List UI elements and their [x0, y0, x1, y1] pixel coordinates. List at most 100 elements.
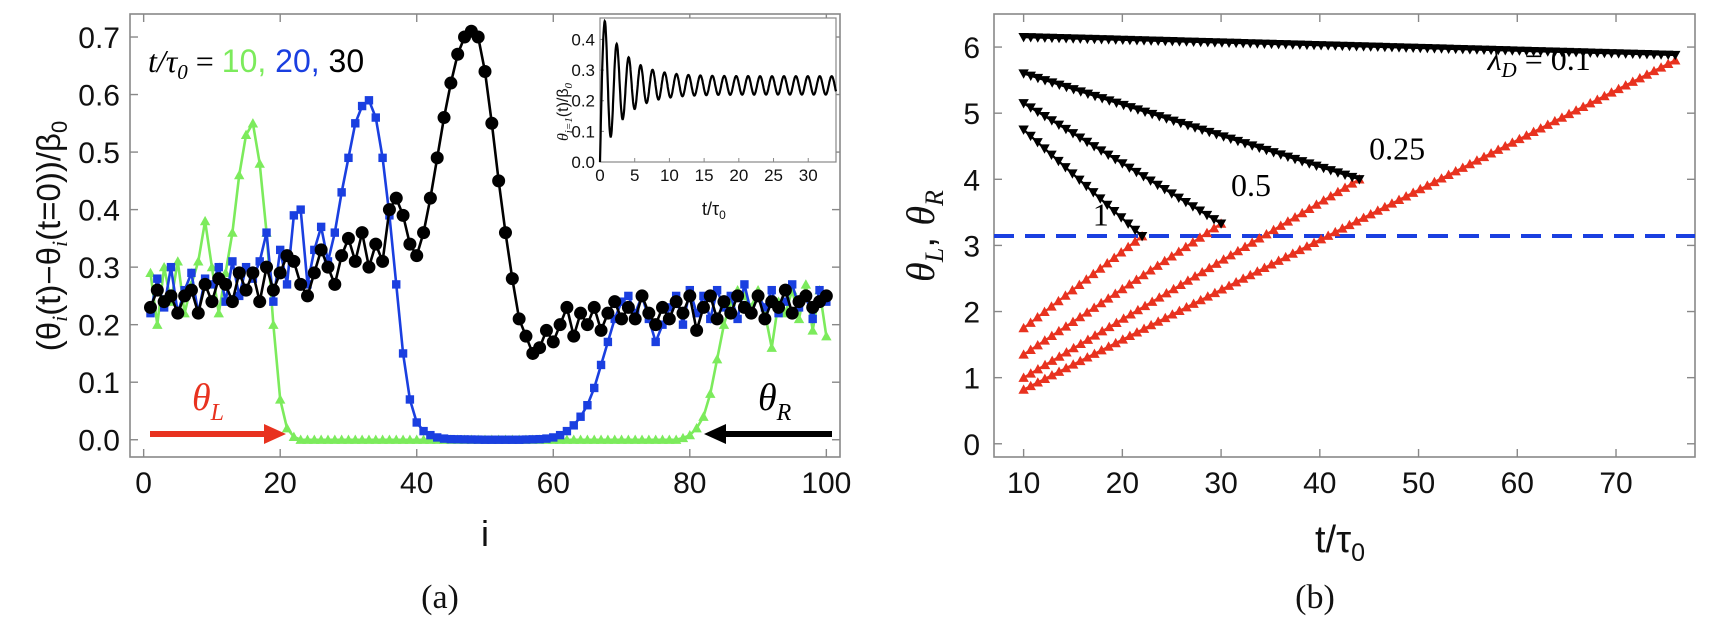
data-point	[1032, 138, 1043, 148]
data-point	[1054, 351, 1065, 361]
data-point	[1670, 50, 1681, 61]
data-point	[508, 435, 517, 444]
data-point	[1273, 39, 1284, 50]
data-point	[1492, 45, 1504, 56]
data-point	[1075, 355, 1086, 366]
data-point	[1570, 48, 1582, 58]
data-point	[1246, 237, 1258, 247]
data-point	[1528, 126, 1539, 137]
data-point	[1346, 178, 1358, 188]
data-point	[1074, 311, 1086, 322]
data-point	[1188, 37, 1199, 47]
data-point	[636, 434, 648, 444]
data-point	[1372, 205, 1383, 215]
data-point	[1315, 234, 1327, 244]
data-point	[1275, 220, 1286, 230]
data-point	[1280, 40, 1291, 50]
data-point	[478, 65, 492, 79]
data-point	[1613, 83, 1624, 94]
data-point	[1287, 248, 1298, 258]
data-point	[1268, 224, 1279, 235]
data-point	[426, 430, 435, 440]
panel-a-series	[143, 24, 833, 444]
data-point	[1187, 237, 1199, 247]
data-point	[410, 249, 424, 263]
data-point	[623, 434, 634, 444]
data-point	[1124, 330, 1136, 341]
data-point	[1145, 36, 1157, 46]
data-point	[314, 243, 328, 257]
data-point	[690, 323, 704, 337]
data-point	[184, 283, 198, 297]
data-point	[1018, 384, 1029, 394]
data-point	[1138, 36, 1150, 46]
data-point	[1109, 252, 1120, 262]
data-point	[819, 289, 833, 303]
data-point	[1351, 42, 1362, 52]
data-point	[1088, 302, 1100, 312]
data-point	[485, 116, 499, 130]
data-point	[494, 435, 503, 444]
data-point	[1386, 43, 1398, 53]
data-point	[1211, 258, 1222, 268]
data-point	[1025, 103, 1036, 113]
data-point	[1104, 321, 1115, 332]
data-point	[1159, 185, 1170, 195]
data-point	[193, 256, 204, 266]
data-point	[1082, 34, 1093, 45]
data-point	[1161, 288, 1172, 298]
data-point	[1556, 112, 1568, 122]
data-point	[287, 254, 301, 268]
data-point	[301, 289, 314, 303]
data-point	[296, 205, 305, 214]
data-point	[1145, 265, 1156, 275]
data-point	[1542, 119, 1553, 129]
data-point	[1145, 176, 1156, 186]
data-point	[574, 306, 588, 320]
data-point	[781, 297, 790, 306]
data-point	[1563, 47, 1575, 58]
data-point	[1507, 137, 1518, 147]
curve-label-0-5: 0.5	[1231, 167, 1271, 203]
data-point	[1500, 46, 1511, 56]
data-point	[1187, 202, 1199, 212]
data-point	[1202, 38, 1213, 48]
data-point	[1662, 50, 1674, 60]
data-point	[610, 314, 619, 324]
data-point	[1110, 35, 1121, 45]
data-point	[1209, 38, 1221, 48]
data-point	[1322, 230, 1334, 240]
panel-b-y-label: θL, θR	[898, 190, 949, 282]
data-point	[1641, 50, 1653, 60]
data-point	[1189, 271, 1201, 281]
data-point	[376, 254, 390, 268]
data-point	[1181, 302, 1192, 312]
data-point	[1330, 41, 1341, 51]
data-point	[232, 266, 246, 280]
data-point	[583, 401, 592, 410]
data-point	[213, 307, 224, 318]
data-point	[1464, 45, 1476, 55]
data-point	[724, 306, 738, 320]
data-point	[1325, 190, 1336, 201]
data-point	[1131, 36, 1143, 46]
data-point	[1095, 146, 1107, 156]
panel-b-series	[1018, 32, 1681, 394]
data-point	[214, 262, 223, 272]
data-point	[295, 434, 306, 444]
data-point	[1154, 292, 1165, 302]
data-point	[1239, 241, 1251, 251]
panel-b: 10 20 30 40 50 60 70 0 1 2 3 4 5 6 λD = 0.1 0.25 0.5…	[898, 13, 1696, 616]
data-point	[1585, 48, 1596, 58]
data-point	[1103, 35, 1114, 45]
data-point	[384, 434, 395, 444]
data-point	[519, 329, 533, 343]
lambda-d-label: λD = 0.1	[1487, 41, 1591, 82]
data-point	[785, 306, 799, 320]
data-point	[1173, 193, 1184, 204]
data-point	[1025, 33, 1036, 43]
panel-a: 0 20 40 60 80 100 0.00.10.20.30.40.50.60.7 t/…	[30, 13, 851, 616]
data-point	[172, 256, 183, 266]
theta-r-arrow	[704, 424, 832, 444]
data-point	[705, 388, 716, 398]
